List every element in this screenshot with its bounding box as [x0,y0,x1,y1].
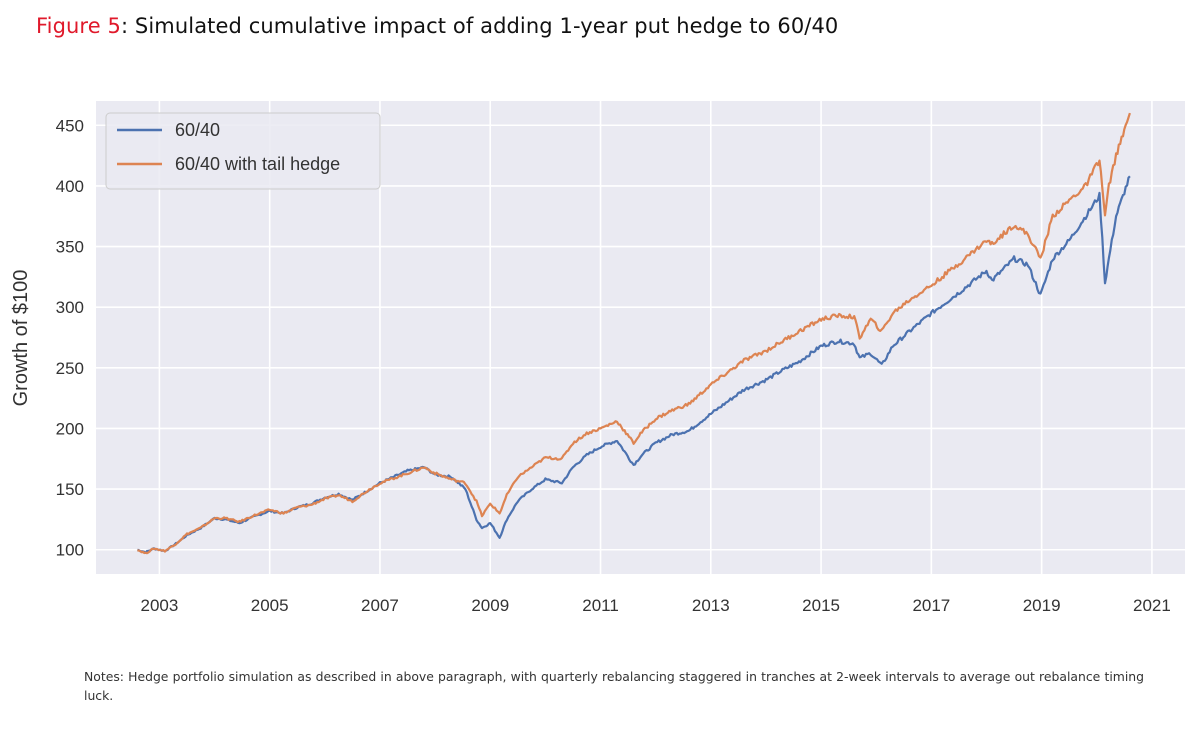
x-axis-ticks: 2003 2005 2007 2009 2011 2013 2015 2017 2019 2021 [140,596,1170,615]
y-tick-label: 400 [56,177,84,196]
figure-title-separator: : [120,14,129,38]
x-tick-label: 2009 [471,596,509,615]
y-axis-label: Growth of $100 [10,270,32,407]
x-tick-label: 2003 [140,596,178,615]
figure-label: Figure 5 [36,14,121,38]
x-tick-label: 2013 [692,596,730,615]
x-tick-label: 2005 [251,596,289,615]
figure-title: Figure 5: Simulated cumulative impact of… [36,14,838,38]
y-tick-label: 350 [56,238,84,257]
y-tick-label: 450 [56,116,84,135]
x-tick-label: 2019 [1023,596,1061,615]
x-tick-label: 2021 [1133,596,1171,615]
y-tick-label: 150 [56,480,84,499]
x-tick-label: 2007 [361,596,399,615]
x-gridlines [158,101,1153,574]
x-tick-label: 2017 [912,596,950,615]
figure-notes: Notes: Hedge portfolio simulation as des… [84,669,1144,703]
figure-title-text: Simulated cumulative impact of adding 1-… [128,14,839,38]
y-tick-label: 300 [56,298,84,317]
series-line-tail-hedge [137,112,1131,555]
y-tick-label: 250 [56,359,84,378]
series-layer [137,112,1131,555]
x-tick-label: 2015 [802,596,840,615]
y-axis-ticks: 100 150 200 250 300 350 400 450 [56,116,84,559]
legend: 60/40 60/40 with tail hedge [105,112,381,190]
y-tick-label: 100 [56,541,84,560]
y-tick-label: 200 [56,419,84,438]
x-tick-label: 2011 [582,596,619,615]
legend-label-tail-hedge: 60/40 with tail hedge [175,154,340,174]
legend-frame [105,112,381,190]
legend-label-6040: 60/40 [175,120,220,140]
line-chart: 2003 2005 2007 2009 2011 2013 2015 2017 2019 2021… [10,101,1185,615]
